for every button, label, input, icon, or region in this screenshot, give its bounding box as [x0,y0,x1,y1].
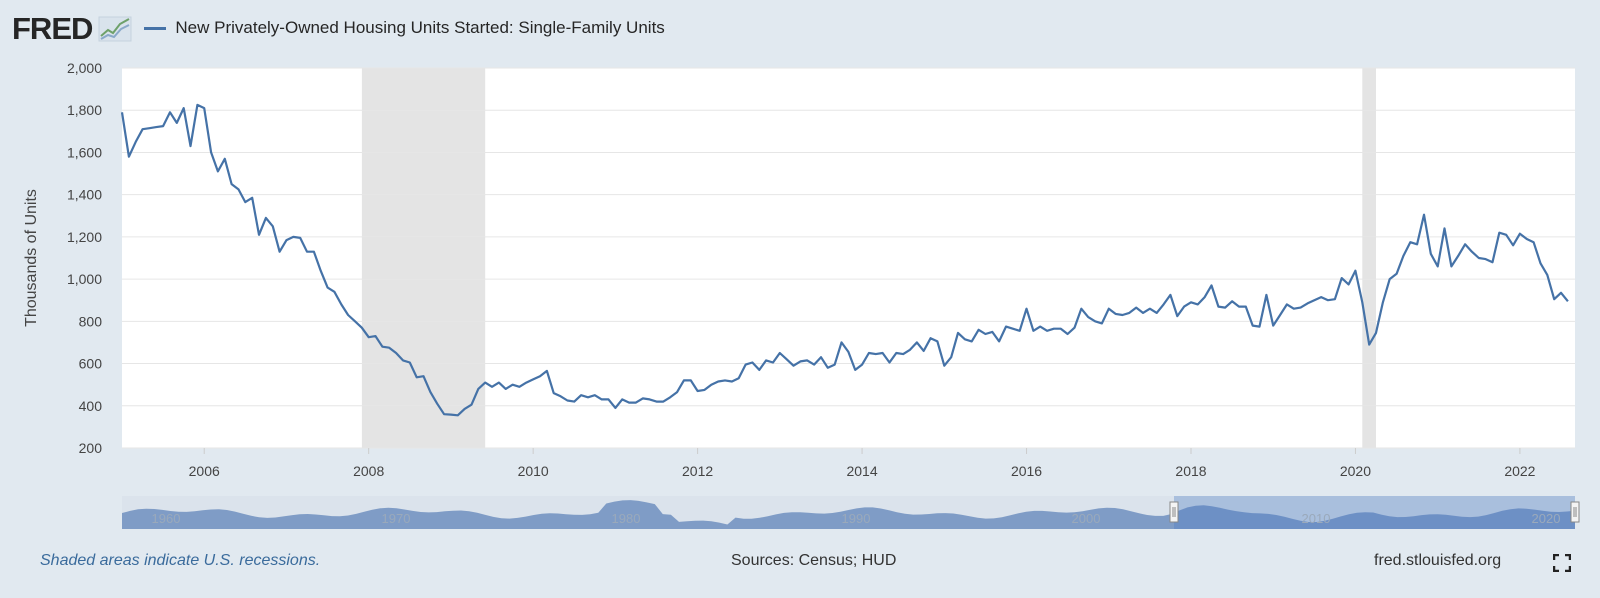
x-tick-label: 2012 [682,463,713,479]
recession-band-1 [1362,68,1377,448]
fred-graph-logo-icon [98,16,132,42]
fullscreen-icon[interactable] [1553,554,1571,572]
series-legend-line [144,26,167,30]
navigator-year-labels: 1960 1970 1980 1990 2000 2010 2020 [152,511,1561,526]
y-tick-label: 400 [79,398,103,414]
x-tick-label: 2022 [1504,463,1535,479]
plot-area [122,68,1575,448]
series-line-0[interactable] [120,103,1569,417]
navigator-right-handle[interactable] [1570,501,1580,523]
x-tick-label: 2018 [1175,463,1206,479]
y-tick-label: 1,800 [67,102,102,118]
chart-header: FRED New Privately-Owned Housing Units S… [12,10,665,46]
y-tick-label: 1,400 [67,187,102,203]
grid-lines [122,67,1575,449]
navigator-selection[interactable] [1174,496,1575,529]
y-tick-label: 800 [79,313,103,329]
site-link[interactable]: fred.stlouisfed.org [1374,552,1502,569]
navigator-left-handle[interactable] [1169,501,1179,523]
sources-text: Sources: Census; HUD [731,552,897,569]
navigator-year-label: 1980 [612,511,641,526]
y-tick-label: 2,000 [67,60,102,76]
navigator-year-label: 2020 [1532,511,1561,526]
navigator-year-label: 1970 [382,511,411,526]
y-axis-label: Thousands of Units [23,189,40,327]
recession-note: Shaded areas indicate U.S. recessions. [40,552,321,569]
y-tick-label: 600 [79,356,103,372]
navigator-year-label: 2010 [1302,511,1331,526]
recession-shading [361,68,1377,448]
x-tick-label: 2014 [846,463,877,479]
fred-logo[interactable]: FRED [12,10,93,46]
y-axis-tick-labels: 200 400 600 800 1,000 1,200 1,400 1,600 1,800 2,0… [67,60,102,456]
y-tick-label: 1,000 [67,271,102,287]
navigator-year-label: 2000 [1072,511,1101,526]
x-axis-tick-labels: 2006 2008 2010 2012 2014 2016 2018 2020 2022 [189,448,1536,479]
navigator-year-label: 1990 [842,511,871,526]
series-title: New Privately-Owned Housing Units Starte… [175,18,665,37]
series-layer [120,103,1569,417]
x-tick-label: 2010 [518,463,549,479]
navigator-year-label: 1960 [152,511,181,526]
y-tick-label: 1,600 [67,144,102,160]
recession-band-0 [361,68,486,448]
x-tick-label: 2020 [1340,463,1371,479]
range-navigator[interactable]: 1960 1970 1980 1990 2000 2010 2020 [122,496,1580,529]
navigator-area [122,500,1575,529]
x-tick-label: 2008 [353,463,384,479]
x-tick-label: 2016 [1011,463,1042,479]
y-tick-label: 200 [79,440,103,456]
y-tick-label: 1,200 [67,229,102,245]
x-tick-label: 2006 [189,463,220,479]
